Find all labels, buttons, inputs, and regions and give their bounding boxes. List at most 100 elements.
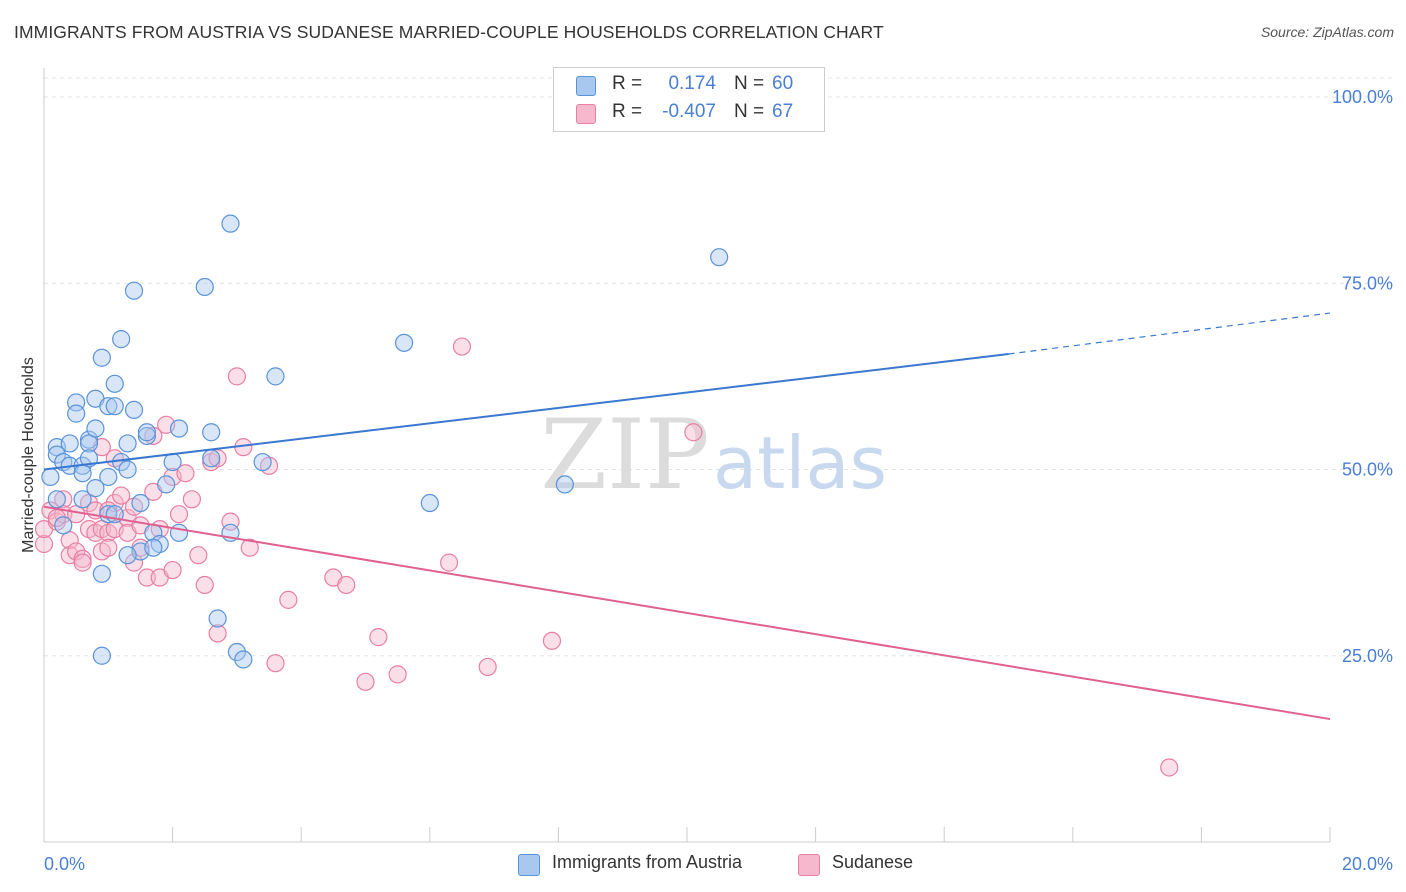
legend-r-label: R = <box>612 101 643 122</box>
bottom-legend-label-sudanese: Sudanese <box>832 852 914 872</box>
austria-point <box>202 449 221 468</box>
sudanese-point <box>208 449 227 468</box>
austria-point <box>73 464 92 483</box>
austria-point <box>202 423 221 442</box>
source-label: Source: ZipAtlas.com <box>1260 24 1394 40</box>
legend-r-value: 0.174 <box>668 73 716 94</box>
y-tick-label: 100.0% <box>1332 87 1393 107</box>
sudanese-point <box>684 423 703 442</box>
austria-point <box>67 404 86 423</box>
austria-point <box>124 400 144 419</box>
austria-trend-extension <box>1008 312 1331 355</box>
sudanese-point <box>182 490 201 509</box>
x-tick-label: 0.0% <box>44 854 85 874</box>
sudanese-point <box>67 542 86 561</box>
austria-point <box>118 546 137 565</box>
austria-point <box>195 277 214 297</box>
austria-point <box>41 467 60 487</box>
austria-point <box>92 646 111 665</box>
sudanese-point <box>369 628 388 647</box>
legend-n-label: N = <box>734 73 765 94</box>
austria-point <box>169 523 189 542</box>
austria-point <box>266 367 285 386</box>
austria-trend-line <box>43 353 1009 471</box>
sudanese-point <box>34 534 54 554</box>
sudanese-point <box>478 657 497 677</box>
austria-point <box>555 475 574 494</box>
chart-title: IMMIGRANTS FROM AUSTRIA VS SUDANESE MARR… <box>14 22 884 42</box>
tick-labels: 100.0% 75.0% 50.0% 25.0% 0.0% 20.0% <box>44 87 1393 874</box>
sudanese-point <box>542 631 562 650</box>
austria-point <box>92 348 111 367</box>
x-tick-label: 20.0% <box>1342 854 1393 874</box>
sudanese-point <box>137 568 156 587</box>
austria-point <box>99 397 118 416</box>
bottom-legend-label-austria: Immigrants from Austria <box>552 852 743 872</box>
austria-point <box>163 452 182 472</box>
sudanese-point <box>439 553 459 572</box>
y-tick-label: 25.0% <box>1342 646 1393 666</box>
gridlines <box>44 77 1395 657</box>
sudanese-points <box>34 337 1179 777</box>
austria-point <box>118 460 137 479</box>
sudanese-point <box>73 553 92 572</box>
watermark: ZIP atlas <box>540 399 887 511</box>
sudanese-point <box>169 505 189 524</box>
watermark-zip: ZIP <box>540 399 709 511</box>
austria-point <box>253 452 272 472</box>
legend-row-austria: R = 0.174 N = 60 <box>554 71 824 99</box>
sudanese-point <box>163 560 182 580</box>
austria-point <box>394 333 414 352</box>
austria-point <box>60 434 79 453</box>
austria-point <box>73 490 92 509</box>
austria-point <box>86 479 105 498</box>
sudanese-point <box>337 575 356 595</box>
austria-point <box>118 434 137 453</box>
sudanese-point <box>112 486 131 505</box>
austria-point <box>137 423 156 442</box>
austria-point <box>54 516 73 535</box>
sudanese-point <box>195 575 214 595</box>
sudanese-point <box>279 590 298 609</box>
legend-swatch-pink <box>576 104 596 124</box>
austria-point <box>112 330 131 349</box>
sudanese-point <box>99 538 118 557</box>
sudanese-point <box>240 538 259 557</box>
y-tick-label: 75.0% <box>1342 273 1393 293</box>
austria-point <box>169 419 189 438</box>
austria-point <box>131 493 150 513</box>
legend-r-label: R = <box>612 73 643 94</box>
austria-point <box>99 467 118 487</box>
watermark-atlas: atlas <box>713 421 887 505</box>
austria-point <box>105 374 124 393</box>
sudanese-point <box>208 624 227 643</box>
austria-point <box>124 281 144 300</box>
legend-n-value: 60 <box>772 73 794 94</box>
austria-point <box>92 564 111 583</box>
austria-point <box>86 419 105 438</box>
sudanese-point <box>452 337 472 356</box>
austria-point <box>420 493 439 513</box>
austria-point <box>234 650 253 669</box>
austria-point <box>710 248 729 267</box>
austria-point <box>47 445 66 464</box>
austria-point <box>227 642 246 662</box>
legend-swatch-blue <box>576 76 596 96</box>
y-tick-label: 50.0% <box>1342 460 1393 480</box>
sudanese-point <box>189 546 208 565</box>
legend-n-value: 67 <box>772 101 794 122</box>
austria-point <box>221 214 240 233</box>
sudanese-point <box>1160 758 1179 777</box>
austria-point <box>144 538 163 557</box>
axes <box>43 68 1331 843</box>
sudanese-point <box>356 672 375 691</box>
trend-lines <box>43 312 1331 721</box>
bottom-legend-swatch-blue <box>518 854 540 876</box>
bottom-legend-swatch-pink <box>798 854 820 876</box>
sudanese-point <box>227 367 246 386</box>
austria-point <box>157 475 176 494</box>
sudanese-point <box>54 490 73 509</box>
austria-point <box>208 609 227 628</box>
sudanese-point <box>176 464 195 483</box>
austria-point <box>105 397 124 416</box>
